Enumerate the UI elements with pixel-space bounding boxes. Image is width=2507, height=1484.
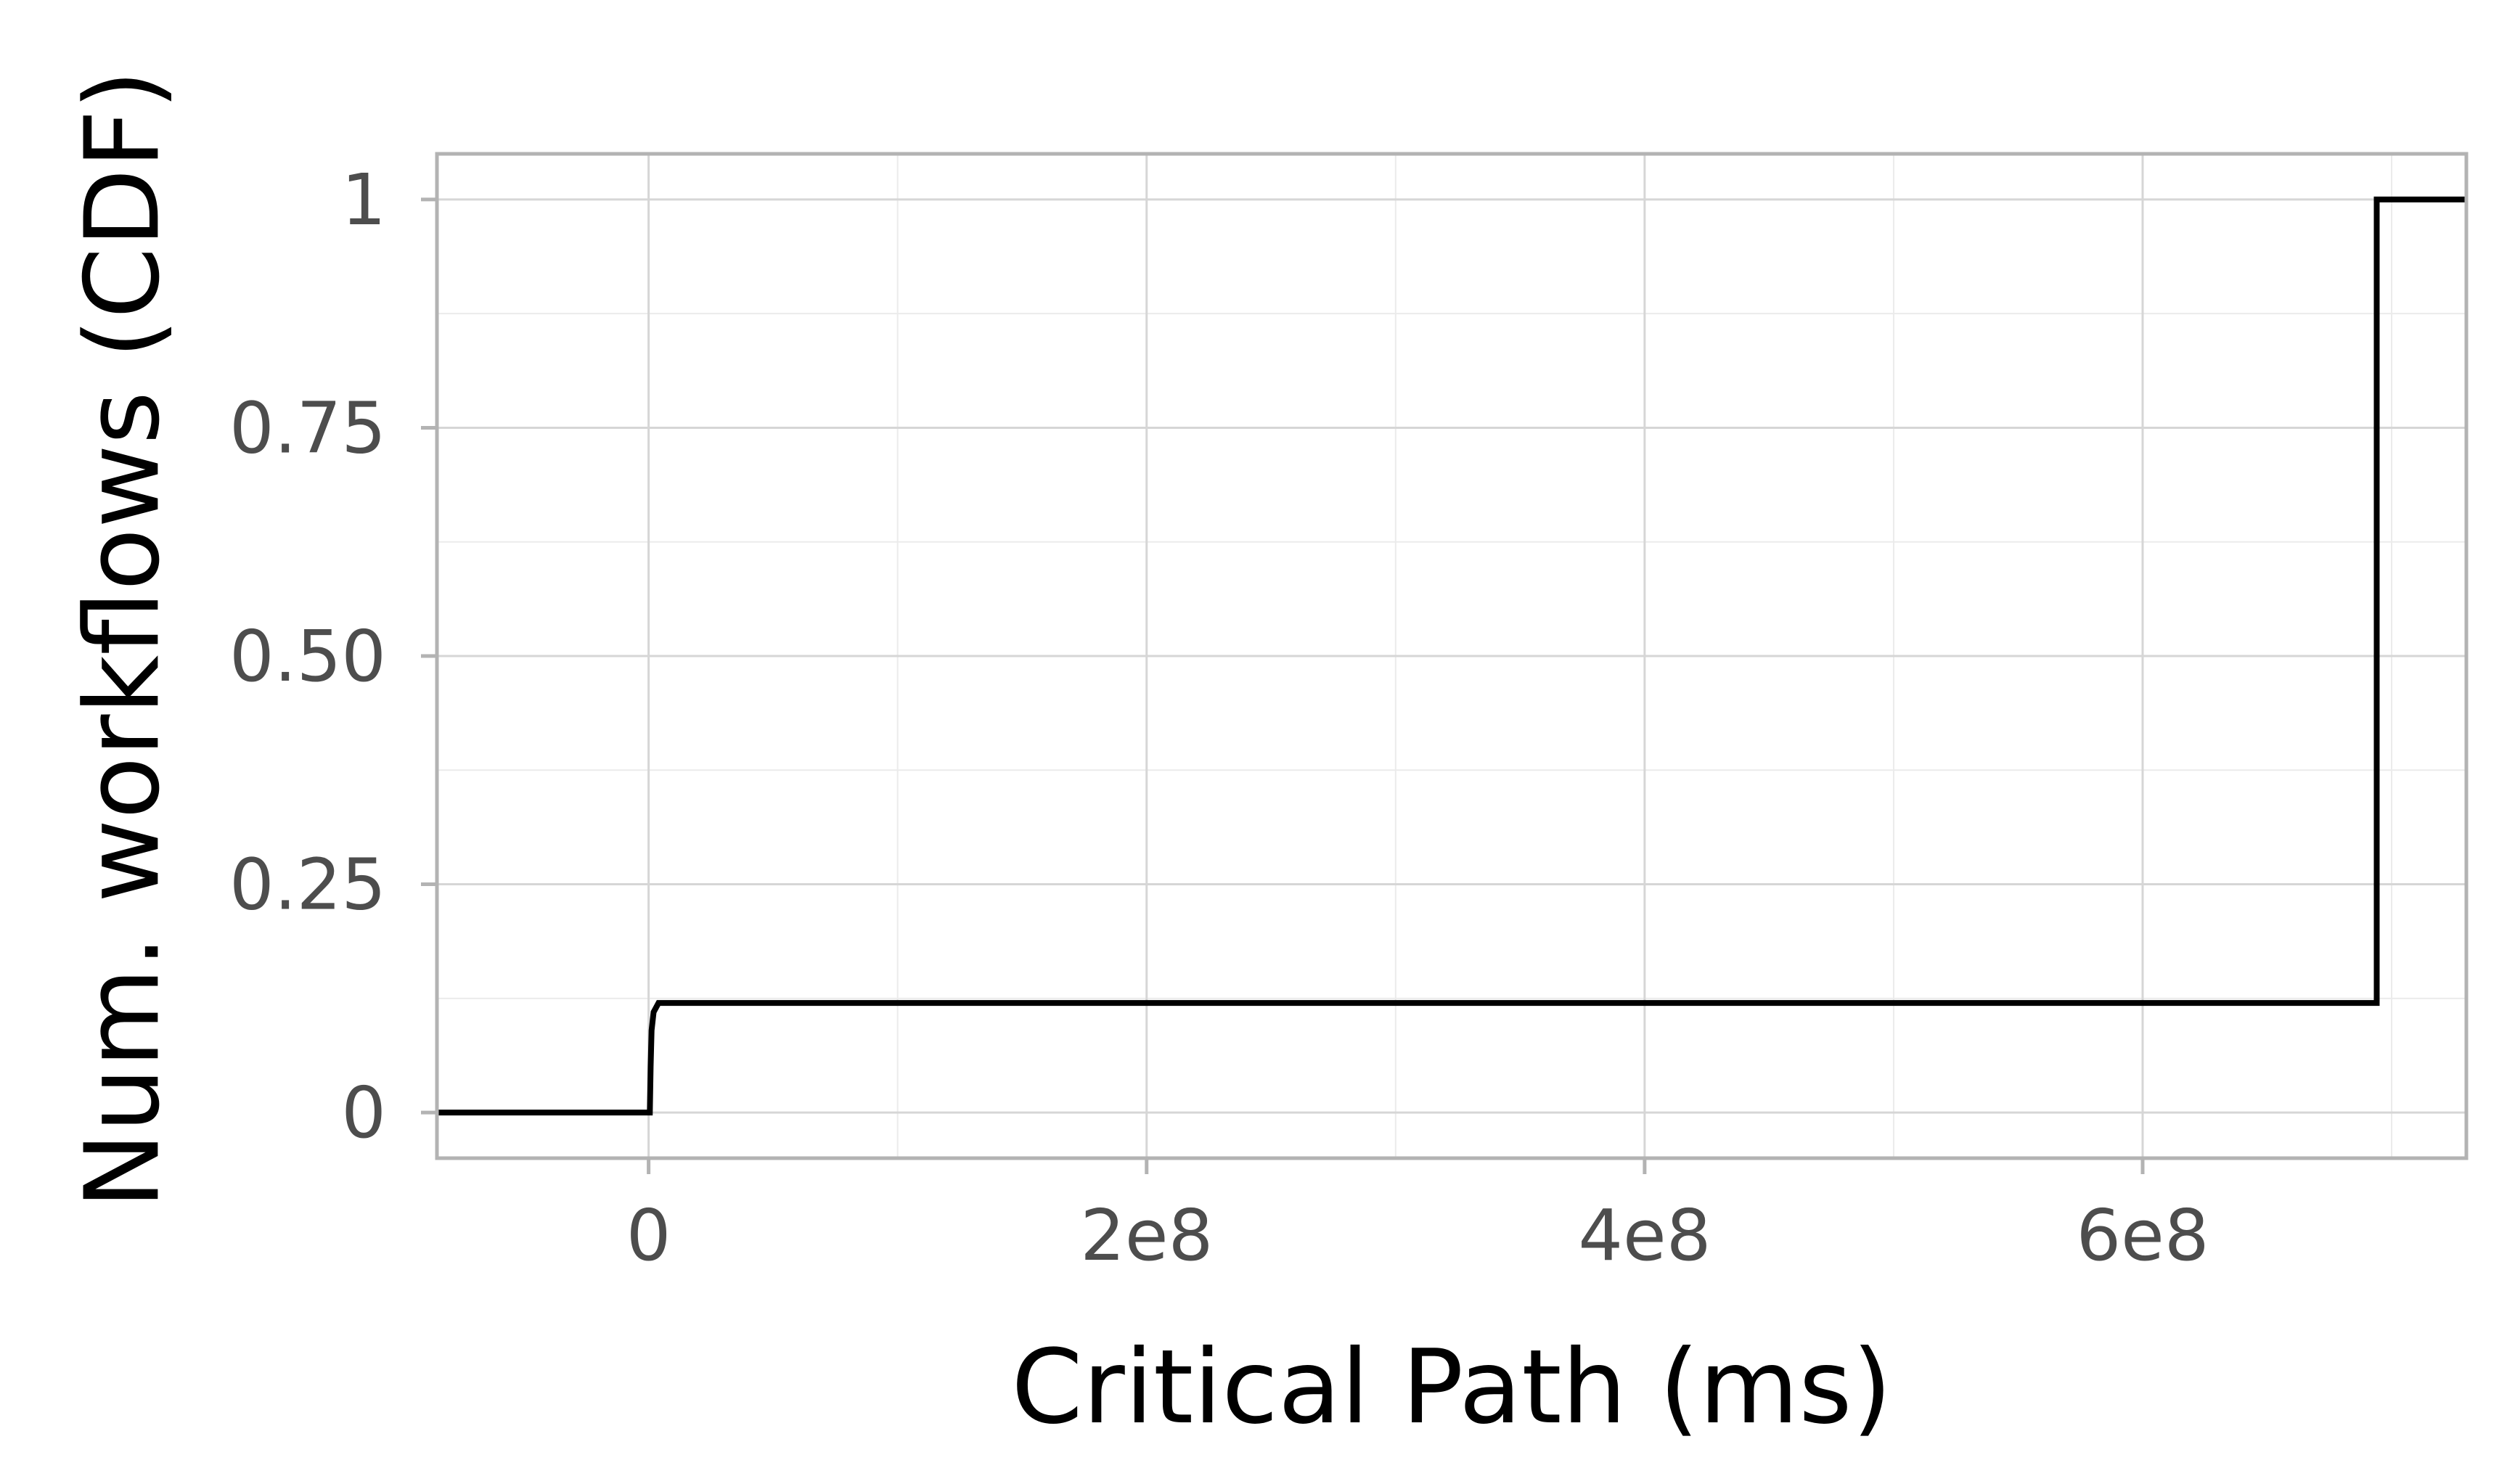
x-tick-label: 2e8 — [1080, 1194, 1213, 1276]
x-tick-label: 6e8 — [2076, 1194, 2209, 1276]
y-tick-label: 1 — [341, 159, 386, 241]
cdf-line-series-1 — [437, 196, 2466, 1116]
y-tick-label: 0.25 — [229, 844, 386, 926]
axis-ticks: 0 2e8 4e8 6e8 0 0.25 0.50 0.75 1 — [229, 159, 2209, 1276]
x-axis-title: Critical Path (ms) — [1011, 1328, 1892, 1447]
y-tick-label: 0.50 — [229, 615, 386, 697]
series-layer — [437, 196, 2466, 1116]
y-axis-title: Num. workflows (CDF) — [63, 70, 182, 1209]
x-tick-label: 4e8 — [1578, 1194, 1711, 1276]
y-tick-label: 0 — [341, 1072, 386, 1154]
y-tick-label: 0.75 — [229, 387, 386, 469]
x-tick-label: 0 — [626, 1194, 671, 1276]
major-grid — [437, 154, 2466, 1158]
